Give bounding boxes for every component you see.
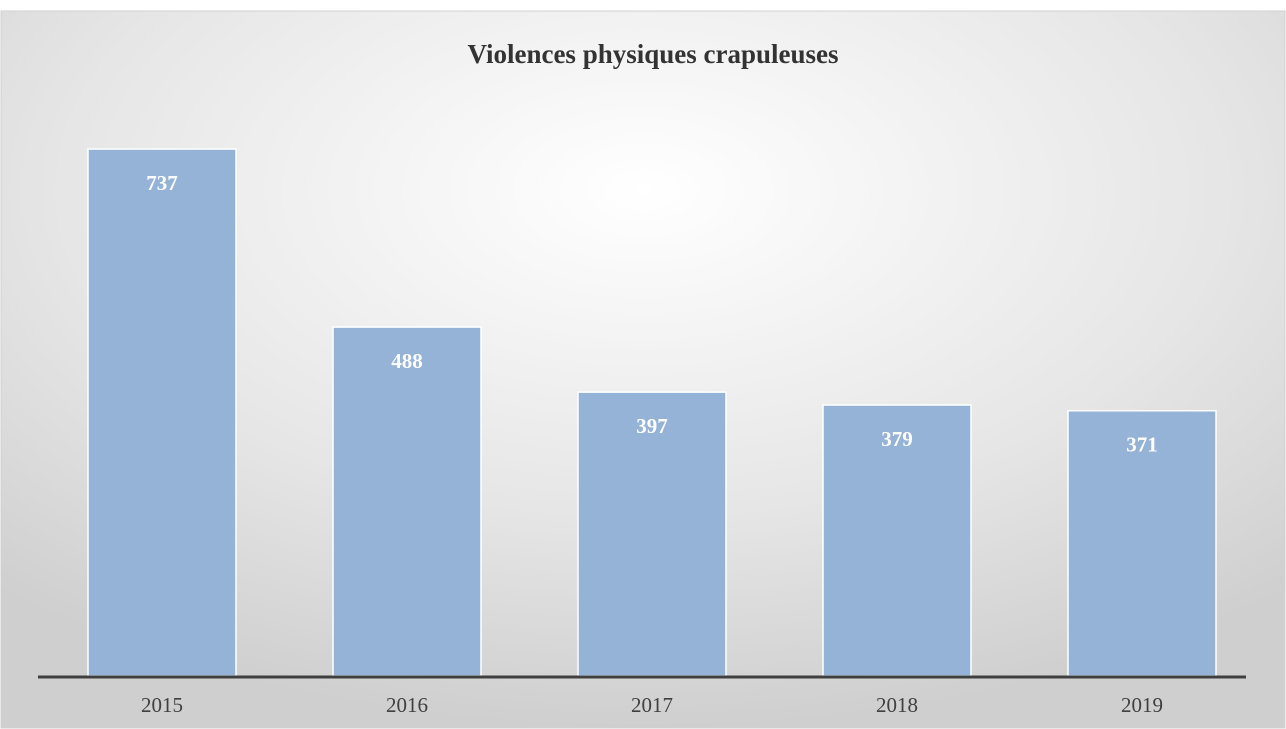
data-label: 379 xyxy=(881,427,913,451)
x-tick-label: 2018 xyxy=(876,693,918,717)
data-label: 488 xyxy=(391,349,423,373)
bar xyxy=(577,391,727,677)
bar xyxy=(332,326,482,677)
data-label: 737 xyxy=(146,171,178,195)
bar xyxy=(1067,409,1217,677)
bar xyxy=(822,404,972,677)
chart-title: Violences physiques crapuleuses xyxy=(467,39,838,69)
x-tick-label: 2017 xyxy=(631,693,673,717)
x-tick-label: 2015 xyxy=(141,693,183,717)
bar xyxy=(87,148,237,677)
data-label: 397 xyxy=(636,414,668,438)
data-label: 371 xyxy=(1126,433,1158,457)
x-tick-label: 2016 xyxy=(386,693,428,717)
bars xyxy=(87,148,1217,677)
x-tick-label: 2019 xyxy=(1121,693,1163,717)
